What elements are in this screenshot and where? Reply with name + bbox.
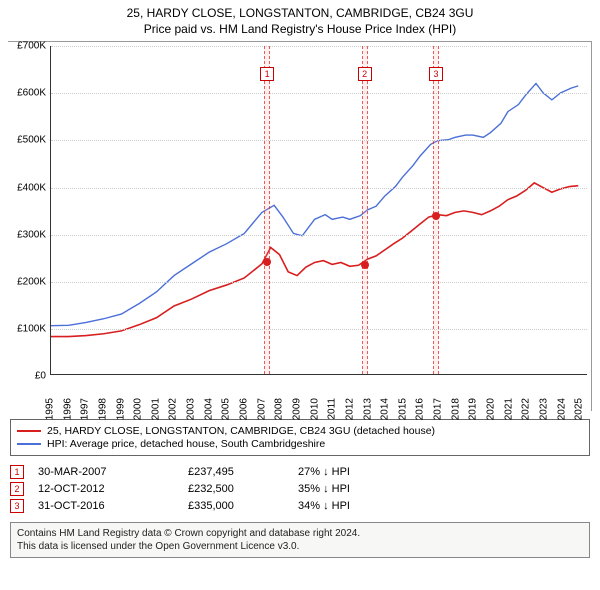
- sale-marker-band: [433, 46, 439, 374]
- sale-dot: [432, 212, 440, 220]
- x-tick-label: 2017: [433, 398, 444, 420]
- sale-price: £237,495: [188, 466, 298, 478]
- sale-marker-band: [264, 46, 270, 374]
- title-line2: Price paid vs. HM Land Registry's House …: [8, 22, 592, 38]
- x-tick-label: 2001: [150, 398, 161, 420]
- x-tick-label: 2007: [256, 398, 267, 420]
- sale-marker-band: [362, 46, 368, 374]
- sale-diff: 34% ↓ HPI: [298, 500, 408, 512]
- y-tick-label: £600K: [8, 88, 50, 99]
- sale-diff: 35% ↓ HPI: [298, 483, 408, 495]
- chart-title: 25, HARDY CLOSE, LONGSTANTON, CAMBRIDGE,…: [8, 6, 592, 37]
- sale-marker-number: 2: [358, 67, 372, 81]
- x-tick-label: 2002: [168, 398, 179, 420]
- legend-row-property: 25, HARDY CLOSE, LONGSTANTON, CAMBRIDGE,…: [17, 425, 583, 437]
- y-tick-label: £300K: [8, 229, 50, 240]
- sale-date: 30-MAR-2007: [38, 466, 188, 478]
- x-tick-label: 2004: [203, 398, 214, 420]
- x-tick-label: 2009: [291, 398, 302, 420]
- title-line1: 25, HARDY CLOSE, LONGSTANTON, CAMBRIDGE,…: [8, 6, 592, 22]
- legend-swatch-hpi: [17, 443, 41, 445]
- sale-row: 3 31-OCT-2016£335,00034% ↓ HPI: [10, 499, 590, 513]
- y-tick-label: £200K: [8, 276, 50, 287]
- sale-date: 31-OCT-2016: [38, 500, 188, 512]
- sale-price: £335,000: [188, 500, 298, 512]
- gridline: [51, 188, 587, 189]
- gridline: [51, 235, 587, 236]
- chart-area: 1 2 3 £0 £100K £200K £300K £400K £500K £600K £700…: [8, 41, 592, 411]
- footer-line2: This data is licensed under the Open Gov…: [17, 540, 583, 553]
- x-tick-label: 2005: [221, 398, 232, 420]
- gridline: [51, 329, 587, 330]
- sale-row-number: 3: [10, 499, 24, 513]
- line-layer: [51, 46, 587, 374]
- sale-row: 1 30-MAR-2007£237,49527% ↓ HPI: [10, 465, 590, 479]
- x-tick-label: 2023: [538, 398, 549, 420]
- y-tick-label: £500K: [8, 135, 50, 146]
- x-tick-label: 2018: [450, 398, 461, 420]
- sale-price: £232,500: [188, 483, 298, 495]
- y-tick-label: £400K: [8, 182, 50, 193]
- x-tick-label: 2014: [380, 398, 391, 420]
- x-tick-label: 2000: [133, 398, 144, 420]
- sale-row: 2 12-OCT-2012£232,50035% ↓ HPI: [10, 482, 590, 496]
- y-tick-label: £0: [8, 371, 50, 382]
- x-tick-label: 2024: [556, 398, 567, 420]
- x-tick-label: 1997: [80, 398, 91, 420]
- x-tick-label: 2021: [503, 398, 514, 420]
- gridline: [51, 46, 587, 47]
- y-tick-label: £700K: [8, 41, 50, 52]
- plot-area: 1 2 3: [50, 46, 587, 375]
- gridline: [51, 93, 587, 94]
- x-tick-label: 2016: [415, 398, 426, 420]
- series-property: [51, 183, 578, 337]
- legend-label-hpi: HPI: Average price, detached house, Sout…: [47, 438, 325, 450]
- sale-dot: [361, 261, 369, 269]
- gridline: [51, 140, 587, 141]
- x-tick-label: 2010: [309, 398, 320, 420]
- sale-row-number: 2: [10, 482, 24, 496]
- legend: 25, HARDY CLOSE, LONGSTANTON, CAMBRIDGE,…: [10, 419, 590, 456]
- sale-row-number: 1: [10, 465, 24, 479]
- y-tick-label: £100K: [8, 324, 50, 335]
- gridline: [51, 282, 587, 283]
- x-tick-label: 2012: [344, 398, 355, 420]
- x-tick-label: 2006: [239, 398, 250, 420]
- series-hpi: [51, 84, 578, 326]
- x-tick-label: 1999: [115, 398, 126, 420]
- sale-dot: [263, 258, 271, 266]
- legend-row-hpi: HPI: Average price, detached house, Sout…: [17, 438, 583, 450]
- legend-swatch-property: [17, 430, 41, 432]
- sales-list: 1 30-MAR-2007£237,49527% ↓ HPI 2 12-OCT-201…: [10, 462, 590, 516]
- x-tick-label: 1995: [45, 398, 56, 420]
- sale-marker-number: 3: [429, 67, 443, 81]
- x-tick-label: 2011: [327, 398, 338, 420]
- x-tick-label: 2020: [485, 398, 496, 420]
- chart-container: 25, HARDY CLOSE, LONGSTANTON, CAMBRIDGE,…: [0, 0, 600, 590]
- x-tick-label: 2015: [397, 398, 408, 420]
- x-tick-label: 1998: [97, 398, 108, 420]
- x-tick-label: 2019: [468, 398, 479, 420]
- x-tick-label: 1996: [62, 398, 73, 420]
- x-tick-label: 2025: [574, 398, 585, 420]
- legend-label-property: 25, HARDY CLOSE, LONGSTANTON, CAMBRIDGE,…: [47, 425, 435, 437]
- footer-line1: Contains HM Land Registry data © Crown c…: [17, 527, 583, 540]
- x-tick-label: 2003: [186, 398, 197, 420]
- sale-diff: 27% ↓ HPI: [298, 466, 408, 478]
- x-tick-label: 2013: [362, 398, 373, 420]
- sale-date: 12-OCT-2012: [38, 483, 188, 495]
- x-tick-label: 2008: [274, 398, 285, 420]
- sale-marker-number: 1: [260, 67, 274, 81]
- attribution-footer: Contains HM Land Registry data © Crown c…: [10, 522, 590, 558]
- x-tick-label: 2022: [521, 398, 532, 420]
